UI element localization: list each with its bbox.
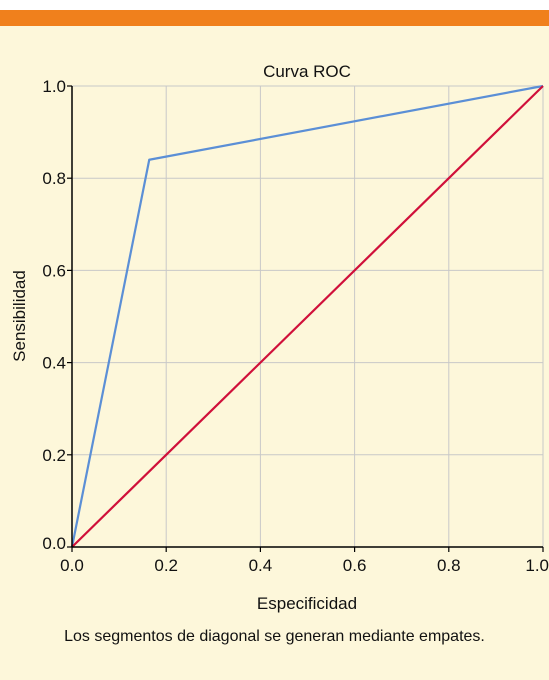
y-axis-label: Sensibilidad bbox=[10, 270, 29, 362]
chart-title: Curva ROC bbox=[263, 62, 351, 81]
chart-caption: Los segmentos de diagonal se generan med… bbox=[64, 628, 485, 645]
x-tick-label-3: 0.6 bbox=[343, 556, 367, 575]
top-margin bbox=[0, 0, 549, 10]
y-tick-label-1: 0.2 bbox=[42, 446, 66, 465]
axes bbox=[71, 86, 543, 548]
x-tick-label-4: 0.8 bbox=[437, 556, 461, 575]
accent-bar bbox=[0, 10, 549, 26]
x-tick-label-0: 0.0 bbox=[60, 556, 84, 575]
x-tick-label-2: 0.4 bbox=[249, 556, 273, 575]
y-tick-label-3: 0.6 bbox=[42, 261, 66, 280]
roc-curve-line bbox=[70, 84, 544, 548]
y-tick-label-5: 1.0 bbox=[42, 77, 66, 96]
series-layer bbox=[70, 84, 544, 548]
x-axis-label: Especificidad bbox=[257, 594, 357, 613]
y-tick-label-0: 0.0 bbox=[42, 534, 66, 553]
x-tick-label-1: 0.2 bbox=[154, 556, 178, 575]
tick-labels: 0.0 0.2 0.4 0.6 0.8 1.0 0.0 0.2 0.4 0.6 0.8 1.0 bbox=[42, 77, 549, 575]
x-tick-label-5: 1.0 bbox=[525, 556, 549, 575]
reference-diagonal-line bbox=[71, 85, 544, 548]
roc-chart: 0.0 0.2 0.4 0.6 0.8 1.0 0.0 0.2 0.4 0.6 0.8 1.0 Cur… bbox=[10, 62, 549, 613]
y-tick-label-2: 0.4 bbox=[42, 354, 66, 373]
y-tick-label-4: 0.8 bbox=[42, 169, 66, 188]
